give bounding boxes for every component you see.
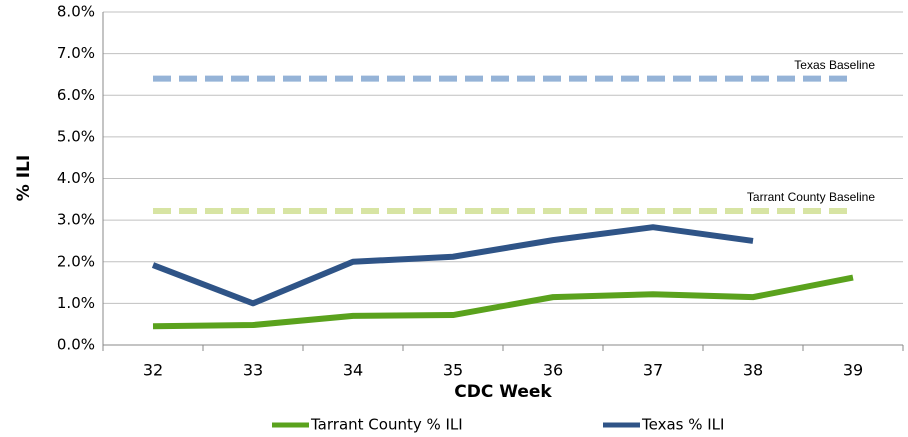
x-tick-label: 37	[643, 361, 663, 380]
legend-label: Texas % ILI	[641, 416, 724, 434]
y-tick-label: 5.0%	[57, 127, 95, 145]
baseline-label: Texas Baseline	[794, 58, 875, 72]
series-line	[152, 274, 854, 330]
x-tick-label: 34	[343, 361, 363, 380]
x-tick-label: 35	[443, 361, 463, 380]
y-tick-label: 4.0%	[57, 169, 95, 187]
x-tick-label: 38	[743, 361, 763, 380]
series-line	[151, 224, 754, 307]
y-tick-label: 2.0%	[57, 252, 95, 270]
x-tick-label: 32	[143, 361, 163, 380]
x-axis-label: CDC Week	[454, 382, 552, 402]
y-tick-label: 0.0%	[57, 336, 95, 354]
legend-label: Tarrant County % ILI	[310, 416, 463, 434]
y-axis-label: % ILI	[14, 155, 34, 201]
baseline-label: Tarrant County Baseline	[747, 190, 875, 204]
y-tick-label: 7.0%	[57, 44, 95, 62]
y-tick-label: 3.0%	[57, 211, 95, 229]
x-tick-label: 36	[543, 361, 563, 380]
y-tick-label: 8.0%	[57, 3, 95, 21]
y-tick-label: 1.0%	[57, 294, 95, 312]
x-tick-label: 33	[243, 361, 263, 380]
y-tick-label: 6.0%	[57, 86, 95, 104]
x-tick-label: 39	[843, 361, 863, 380]
